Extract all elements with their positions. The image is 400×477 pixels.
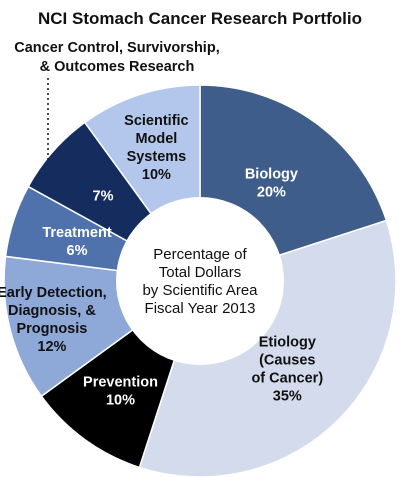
slice-label-line: Model bbox=[135, 131, 177, 147]
slice-label-line: Systems bbox=[127, 149, 187, 165]
slice-label-line: 20% bbox=[257, 185, 286, 201]
slice-label-line: 12% bbox=[37, 339, 66, 355]
slice-label-line: 10% bbox=[106, 392, 135, 408]
center-text-line: Fiscal Year 2013 bbox=[145, 300, 256, 317]
slice-label: 7% bbox=[93, 189, 114, 205]
slice-label: Treatment 6% bbox=[42, 225, 111, 259]
center-label: Percentage of Total Dollars by Scientific … bbox=[142, 246, 258, 317]
slice-label: Etiology (Causes of Cancer) 35% bbox=[251, 334, 323, 404]
center-text-line: Total Dollars bbox=[159, 264, 242, 281]
slice-label-line: Scientific bbox=[124, 113, 188, 129]
slice-label-line: Early Detection, bbox=[0, 285, 107, 301]
slice-labels: Biology 20% Etiology (Causes of Cancer) 35% Pr… bbox=[0, 113, 323, 409]
slice-label-line: (Causes bbox=[259, 352, 315, 368]
slice-label-line: Biology bbox=[245, 167, 298, 183]
callout-text-line: Cancer Control, Survivorship, bbox=[14, 40, 219, 56]
slice-label-line: Prevention bbox=[83, 374, 158, 390]
slice-label-line: of Cancer) bbox=[251, 370, 323, 386]
center-hole bbox=[116, 197, 284, 365]
slice-label-line: Prognosis bbox=[16, 321, 87, 337]
center-text: Percentage of Total Dollars by Scientific … bbox=[142, 246, 258, 317]
slice-label-line: Treatment bbox=[42, 225, 111, 241]
slice-label: Prevention 10% bbox=[83, 374, 158, 408]
slice-label-line: 7% bbox=[93, 189, 114, 205]
callout-text-line: & Outcomes Research bbox=[40, 59, 195, 75]
callout: Cancer Control, Survivorship, & Outcomes … bbox=[14, 40, 220, 162]
center-text-line: Percentage of bbox=[153, 246, 247, 263]
center-text-line: by Scientific Area bbox=[142, 282, 258, 299]
slice-label: Early Detection, Diagnosis, & Prognosis 12% bbox=[0, 285, 107, 355]
slice-label-line: 10% bbox=[142, 167, 171, 183]
slice-label-line: 35% bbox=[273, 388, 302, 404]
callout-text: Cancer Control, Survivorship, & Outcomes … bbox=[14, 40, 219, 75]
slice-label-line: Etiology bbox=[259, 334, 316, 350]
slice-label: Scientific Model Systems 10% bbox=[124, 113, 188, 183]
slice-label: Biology 20% bbox=[245, 167, 298, 201]
slice-label-line: 6% bbox=[67, 243, 88, 259]
slice-label-line: Diagnosis, & bbox=[8, 303, 96, 319]
chart-title: NCI Stomach Cancer Research Portfolio bbox=[38, 9, 362, 28]
